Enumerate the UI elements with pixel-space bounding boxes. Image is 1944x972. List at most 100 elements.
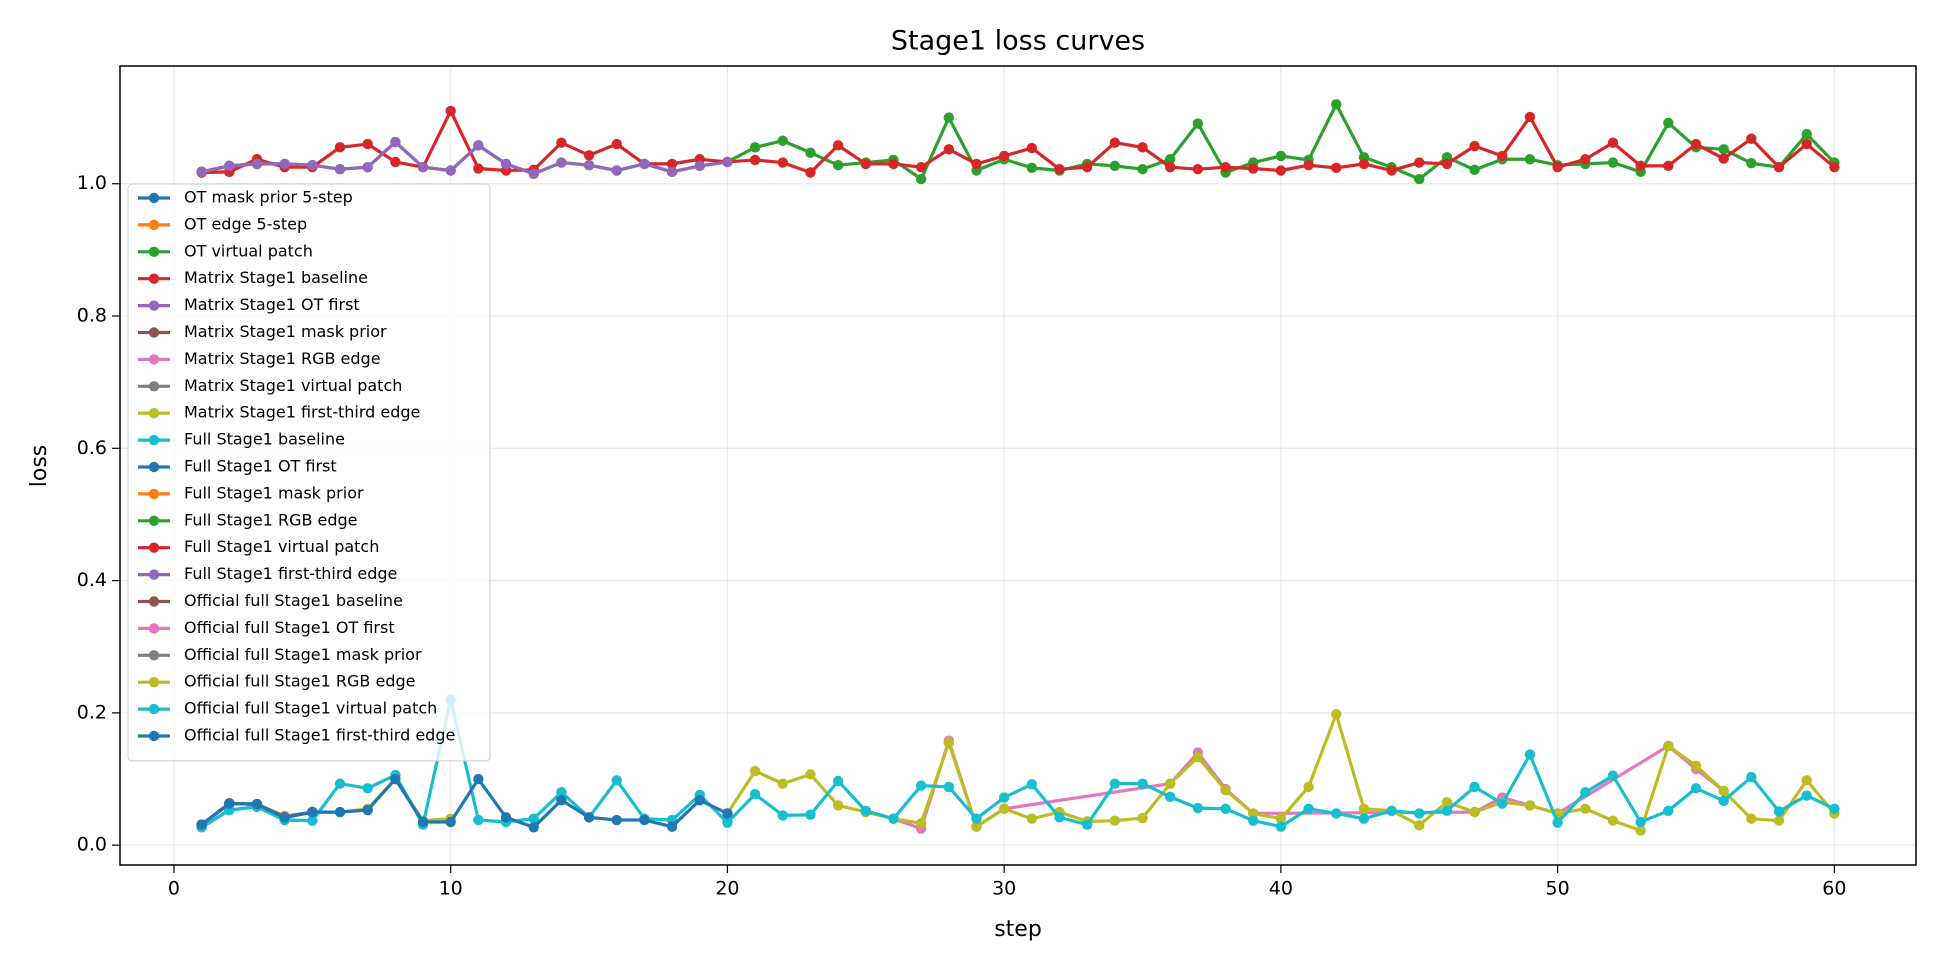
data-point (1801, 138, 1812, 150)
data-point (251, 158, 263, 170)
data-point (1718, 785, 1729, 797)
data-point (1137, 142, 1148, 153)
data-point (362, 161, 373, 173)
legend-marker (148, 650, 160, 661)
data-point (1386, 165, 1397, 176)
legend-marker (148, 327, 160, 338)
data-point (915, 173, 927, 185)
data-point (943, 112, 955, 123)
data-point (722, 817, 733, 828)
data-point (1580, 787, 1591, 798)
data-point (224, 160, 235, 172)
data-point (1220, 803, 1231, 814)
data-point (1275, 821, 1287, 832)
data-point (1331, 708, 1342, 720)
legend-marker (148, 623, 160, 634)
data-point (832, 775, 844, 787)
legend-marker (148, 542, 160, 553)
data-point (1607, 137, 1619, 148)
data-point (279, 158, 290, 170)
legend-label: Full Stage1 first-third edge (184, 564, 397, 583)
data-point (362, 138, 373, 150)
data-point (749, 765, 761, 777)
y-axis-label: loss (27, 445, 52, 488)
data-point (694, 160, 705, 172)
legend-marker (148, 677, 160, 688)
legend-marker (148, 354, 160, 365)
y-tick-label: 0.6 (77, 437, 107, 459)
data-point (1414, 173, 1425, 185)
legend-marker (148, 461, 160, 473)
data-point (528, 813, 539, 824)
data-point (1663, 117, 1674, 129)
legend-label: Matrix Stage1 virtual patch (184, 376, 402, 395)
legend-label: Full Stage1 baseline (184, 430, 345, 449)
data-point (445, 105, 456, 117)
data-point (1165, 154, 1176, 165)
data-point (279, 812, 290, 823)
data-point (1524, 111, 1536, 123)
data-point (417, 816, 429, 828)
data-point (860, 158, 871, 170)
data-point (1746, 133, 1757, 144)
data-point (1635, 816, 1646, 828)
data-point (1773, 806, 1785, 817)
data-point (334, 163, 346, 175)
data-point (1026, 813, 1038, 824)
data-point (1718, 153, 1729, 164)
data-point (1663, 160, 1674, 172)
data-point (805, 147, 816, 158)
legend-marker (148, 434, 160, 446)
data-point (334, 142, 346, 153)
data-point (1469, 164, 1480, 176)
data-point (445, 165, 456, 176)
data-point (749, 154, 761, 166)
data-point (1497, 798, 1508, 809)
data-point (1773, 161, 1785, 173)
legend-label: Official full Stage1 mask prior (184, 645, 422, 664)
data-point (1192, 118, 1204, 129)
data-point (805, 769, 816, 780)
data-point (998, 150, 1010, 162)
legend-box (127, 183, 491, 762)
data-point (1414, 157, 1425, 168)
data-point (666, 821, 678, 832)
data-point (1165, 778, 1176, 789)
data-point (749, 142, 761, 153)
data-point (1331, 99, 1342, 110)
legend-label: Official full Stage1 RGB edge (184, 672, 415, 691)
data-point (583, 160, 595, 171)
data-point (722, 156, 733, 168)
data-point (334, 806, 346, 818)
legend-marker (148, 300, 160, 311)
data-point (1331, 162, 1342, 174)
data-point (1635, 825, 1646, 836)
legend-marker (148, 488, 160, 500)
data-point (1580, 803, 1591, 814)
data-point (1441, 158, 1453, 170)
legend-label: Full Stage1 virtual patch (184, 537, 379, 556)
data-point (1192, 802, 1204, 814)
legend-label: Official full Stage1 OT first (184, 618, 395, 637)
data-point (1248, 808, 1259, 819)
data-point (722, 808, 733, 819)
x-tick-label: 20 (715, 878, 739, 900)
legend-marker (148, 381, 160, 392)
data-point (1663, 805, 1674, 816)
data-point (1552, 161, 1563, 173)
data-point (1248, 163, 1259, 174)
data-point (1220, 785, 1231, 796)
data-point (473, 773, 484, 785)
data-point (417, 161, 429, 173)
data-point (971, 813, 982, 824)
data-point (1303, 803, 1314, 814)
data-point (1635, 160, 1646, 172)
legend-marker (148, 408, 160, 419)
legend-marker (148, 703, 160, 715)
data-point (777, 778, 788, 789)
data-point (1552, 817, 1563, 828)
data-point (1746, 771, 1757, 783)
x-tick-label: 60 (1822, 878, 1846, 900)
data-point (805, 809, 816, 820)
data-point (1524, 800, 1536, 811)
